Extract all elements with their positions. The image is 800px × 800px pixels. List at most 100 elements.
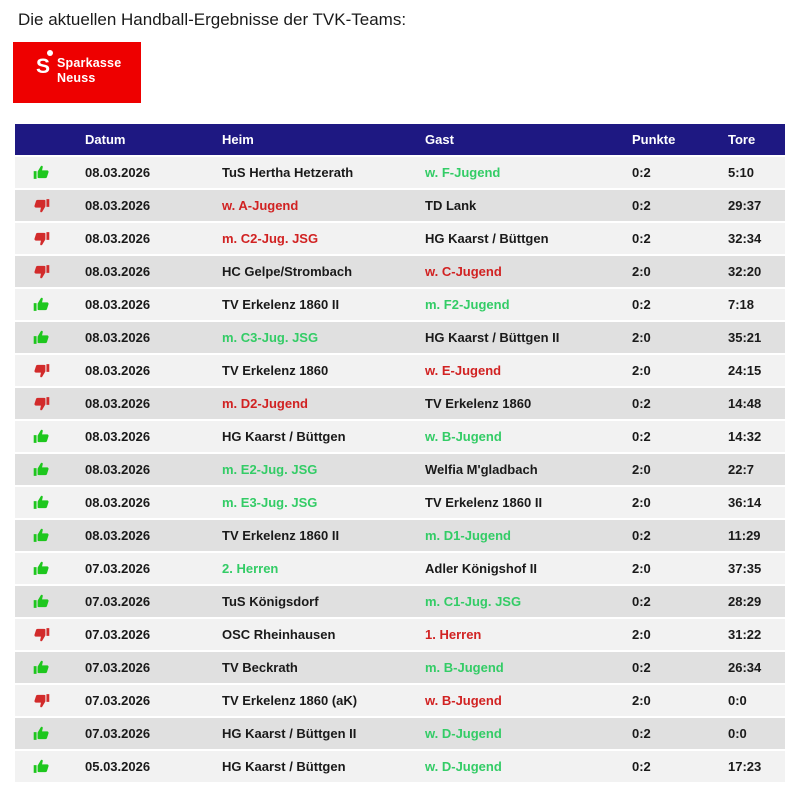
thumbs-up-icon [15, 420, 70, 454]
heim-cell: m. E3-Jug. JSG [207, 486, 410, 520]
table-row: 08.03.2026 w. A-Jugend TD Lank 0:2 29:37 [15, 189, 785, 223]
table-row: 08.03.2026 m. C3-Jug. JSG HG Kaarst / Bütt… [15, 321, 785, 355]
table-row: 07.03.2026 TV Erkelenz 1860 (aK) w. B-Juge… [15, 684, 785, 718]
tore-cell: 14:48 [713, 387, 785, 421]
heim-cell: w. A-Jugend [207, 189, 410, 223]
heim-cell: HG Kaarst / Büttgen II [207, 717, 410, 751]
tore-cell: 37:35 [713, 552, 785, 586]
datum-cell: 05.03.2026 [70, 750, 207, 784]
datum-cell: 08.03.2026 [70, 321, 207, 355]
punkte-cell: 2:0 [617, 354, 713, 388]
tore-cell: 24:15 [713, 354, 785, 388]
header-gast: Gast [410, 124, 617, 157]
datum-cell: 07.03.2026 [70, 585, 207, 619]
table-row: 08.03.2026 TuS Hertha Hetzerath w. F-Jugen… [15, 156, 785, 190]
datum-cell: 07.03.2026 [70, 684, 207, 718]
gast-cell: TV Erkelenz 1860 II [410, 486, 617, 520]
datum-cell: 08.03.2026 [70, 453, 207, 487]
datum-cell: 07.03.2026 [70, 552, 207, 586]
tore-cell: 0:0 [713, 684, 785, 718]
gast-cell: Adler Königshof II [410, 552, 617, 586]
table-row: 05.03.2026 HG Kaarst / Büttgen w. D-Jugend… [15, 750, 785, 784]
tore-cell: 7:18 [713, 288, 785, 322]
tore-cell: 22:7 [713, 453, 785, 487]
punkte-cell: 0:2 [617, 420, 713, 454]
gast-cell: w. C-Jugend [410, 255, 617, 289]
tore-cell: 26:34 [713, 651, 785, 685]
tore-cell: 17:23 [713, 750, 785, 784]
heim-cell: TuS Hertha Hetzerath [207, 156, 410, 190]
punkte-cell: 2:0 [617, 618, 713, 652]
thumbs-up-icon [15, 717, 70, 751]
datum-cell: 08.03.2026 [70, 387, 207, 421]
punkte-cell: 0:2 [617, 189, 713, 223]
sponsor-name: Sparkasse Neuss [57, 56, 121, 86]
tore-cell: 29:37 [713, 189, 785, 223]
datum-cell: 07.03.2026 [70, 717, 207, 751]
results-table-body: 08.03.2026 TuS Hertha Hetzerath w. F-Jugen… [15, 156, 785, 784]
heim-cell: m. D2-Jugend [207, 387, 410, 421]
heim-cell: TV Erkelenz 1860 II [207, 519, 410, 553]
tore-cell: 14:32 [713, 420, 785, 454]
sponsor-name-line2: Neuss [57, 71, 96, 85]
heim-cell: TV Erkelenz 1860 [207, 354, 410, 388]
sponsor-logo[interactable]: S Sparkasse Neuss [13, 42, 141, 103]
punkte-cell: 0:2 [617, 288, 713, 322]
table-row: 08.03.2026 m. E3-Jug. JSG TV Erkelenz 1860… [15, 486, 785, 520]
gast-cell: m. D1-Jugend [410, 519, 617, 553]
thumbs-down-icon [15, 255, 70, 289]
thumbs-up-icon [15, 552, 70, 586]
punkte-cell: 2:0 [617, 453, 713, 487]
tore-cell: 32:20 [713, 255, 785, 289]
gast-cell: 1. Herren [410, 618, 617, 652]
punkte-cell: 0:2 [617, 717, 713, 751]
punkte-cell: 0:2 [617, 750, 713, 784]
tore-cell: 11:29 [713, 519, 785, 553]
header-heim: Heim [207, 124, 410, 157]
header-row: Datum Heim Gast Punkte Tore [15, 124, 785, 157]
tore-cell: 28:29 [713, 585, 785, 619]
table-row: 08.03.2026 m. C2-Jug. JSG HG Kaarst / Bütt… [15, 222, 785, 256]
table-row: 08.03.2026 TV Erkelenz 1860 II m. F2-Jugen… [15, 288, 785, 322]
punkte-cell: 2:0 [617, 255, 713, 289]
table-row: 08.03.2026 HC Gelpe/Strombach w. C-Jugend 2… [15, 255, 785, 289]
thumbs-up-icon [15, 156, 70, 190]
tore-cell: 31:22 [713, 618, 785, 652]
datum-cell: 07.03.2026 [70, 651, 207, 685]
tore-cell: 36:14 [713, 486, 785, 520]
table-row: 07.03.2026 2. Herren Adler Königshof II 2:0… [15, 552, 785, 586]
table-row: 07.03.2026 OSC Rheinhausen 1. Herren 2:0 31:… [15, 618, 785, 652]
thumbs-up-icon [15, 585, 70, 619]
punkte-cell: 0:2 [617, 387, 713, 421]
punkte-cell: 2:0 [617, 552, 713, 586]
thumbs-down-icon [15, 189, 70, 223]
thumbs-up-icon [15, 519, 70, 553]
sponsor-name-line1: Sparkasse [57, 56, 122, 70]
thumbs-up-icon [15, 288, 70, 322]
gast-cell: w. B-Jugend [410, 420, 617, 454]
tore-cell: 35:21 [713, 321, 785, 355]
heim-cell: TuS Königsdorf [207, 585, 410, 619]
tore-cell: 5:10 [713, 156, 785, 190]
thumbs-up-icon [15, 321, 70, 355]
gast-cell: HG Kaarst / Büttgen [410, 222, 617, 256]
punkte-cell: 0:2 [617, 222, 713, 256]
table-row: 07.03.2026 TuS Königsdorf m. C1-Jug. JSG 0:… [15, 585, 785, 619]
tore-cell: 32:34 [713, 222, 785, 256]
gast-cell: m. C1-Jug. JSG [410, 585, 617, 619]
heim-cell: OSC Rheinhausen [207, 618, 410, 652]
heim-cell: TV Beckrath [207, 651, 410, 685]
datum-cell: 08.03.2026 [70, 420, 207, 454]
gast-cell: Welfia M'gladbach [410, 453, 617, 487]
datum-cell: 08.03.2026 [70, 189, 207, 223]
datum-cell: 08.03.2026 [70, 255, 207, 289]
punkte-cell: 2:0 [617, 321, 713, 355]
table-row: 08.03.2026 m. D2-Jugend TV Erkelenz 1860 0:… [15, 387, 785, 421]
heim-cell: 2. Herren [207, 552, 410, 586]
thumbs-up-icon [15, 651, 70, 685]
datum-cell: 08.03.2026 [70, 486, 207, 520]
heim-cell: TV Erkelenz 1860 II [207, 288, 410, 322]
datum-cell: 08.03.2026 [70, 222, 207, 256]
heim-cell: HG Kaarst / Büttgen [207, 420, 410, 454]
gast-cell: w. B-Jugend [410, 684, 617, 718]
